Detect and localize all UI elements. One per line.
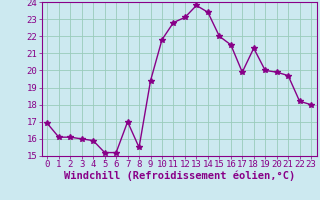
X-axis label: Windchill (Refroidissement éolien,°C): Windchill (Refroidissement éolien,°C) <box>64 171 295 181</box>
